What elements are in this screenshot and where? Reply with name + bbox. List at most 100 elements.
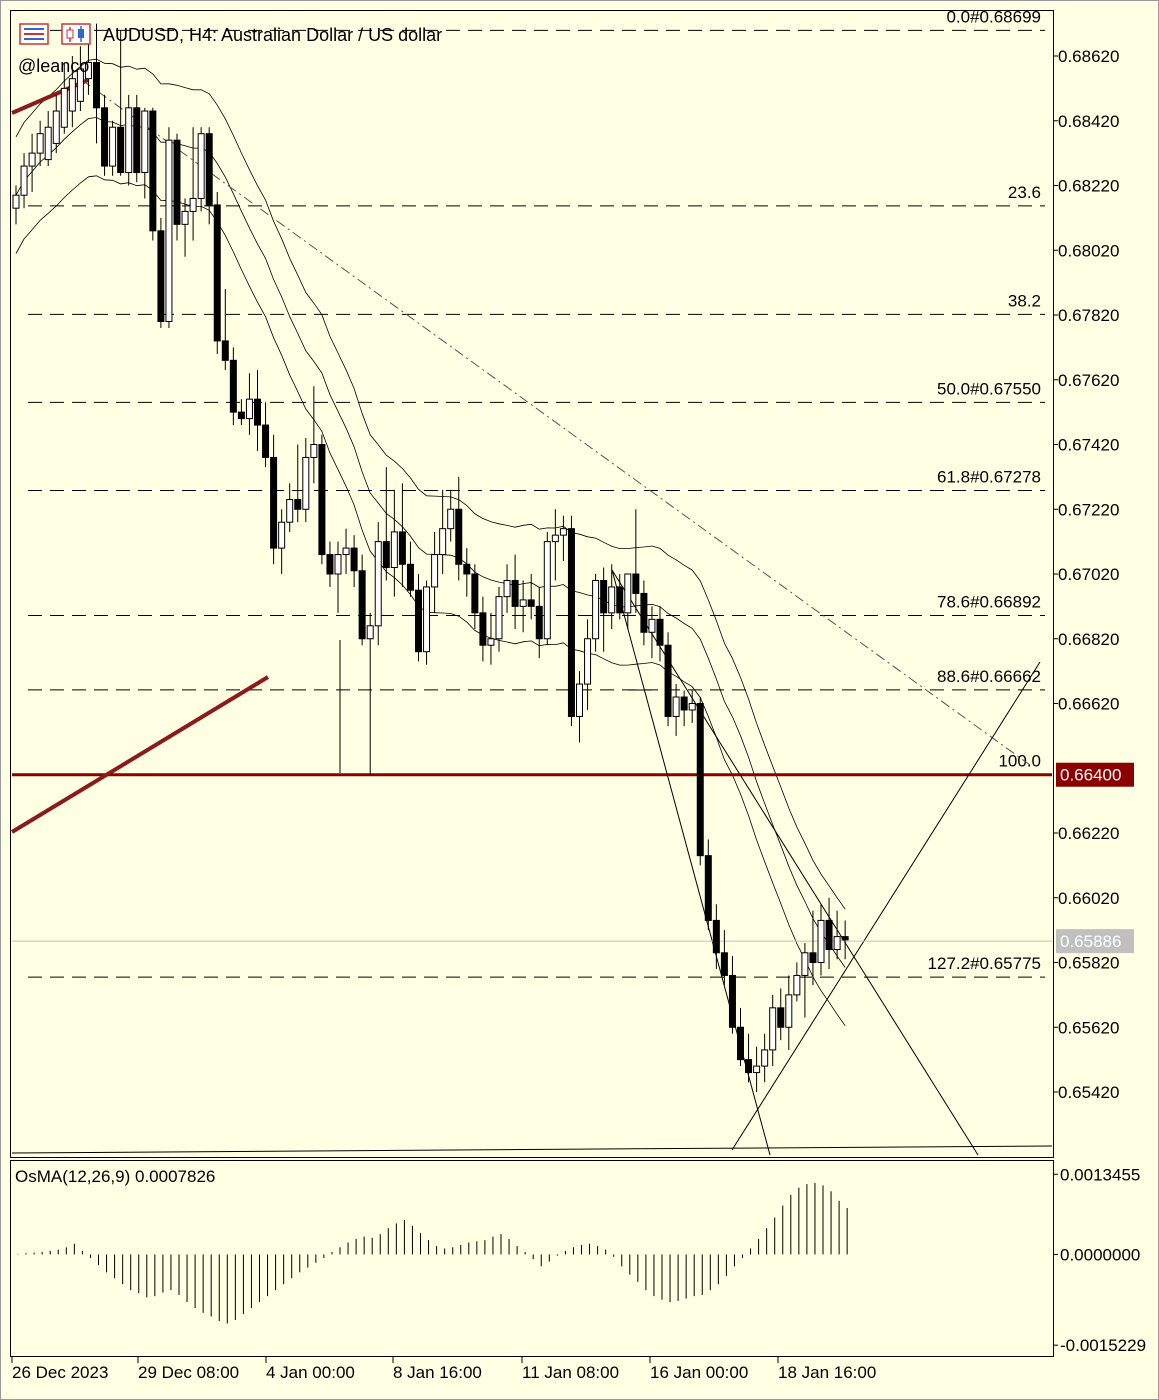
candle [447,489,455,542]
main-plot-frame [10,10,1054,1158]
current-price-badge [1056,929,1134,954]
candle-body-bull [753,1065,761,1074]
candle [125,94,133,186]
candle-body-bull [197,133,205,199]
candle [503,564,511,613]
candle-body-bear [101,107,109,167]
candle [640,580,648,646]
candle [221,289,229,371]
candle-body-bear [157,230,165,322]
candle [696,697,704,866]
candle-body-bull [761,1049,769,1067]
candle-body-bear [728,974,736,1028]
fib-label: 61.8#0.67278 [937,467,1041,486]
candle [624,573,632,630]
descending-trendline[interactable] [81,79,1031,766]
candle [423,580,431,665]
candle-body-bull [334,554,342,575]
candle [237,399,245,426]
candle [318,434,326,565]
candle [431,531,439,613]
candle [205,127,213,225]
candle-body-bear [704,855,712,921]
candle [801,943,809,1018]
candle-body-bear [471,573,479,614]
candle-body-bull [551,534,559,543]
candle-body-bear [262,424,270,458]
candle [245,373,253,435]
y-tick-label: 0.68420 [1058,112,1119,131]
candle-body-bull [20,165,28,196]
candle-body-bear [737,1026,744,1061]
candle [793,962,801,1002]
candle-body-bull [423,586,431,653]
osma-histogram: 0.0013455 0.0000000 -0.0015229 [17,1165,1146,1355]
fib-level: 23.6 [28,183,1045,207]
candle-body-bull [608,586,616,614]
candle [567,515,575,727]
fib-level: 0.0#0.68699 [28,7,1045,31]
candle-body-bear [600,579,608,614]
candle [841,920,849,960]
drawn-line[interactable] [611,569,979,1156]
candle [817,904,825,976]
candle-body-bull [503,579,511,598]
drawn-line[interactable] [731,661,1041,1151]
fib-label: 127.2#0.65775 [928,954,1041,973]
candle-body-bull [576,683,583,717]
candle [785,975,793,1050]
candle [511,554,519,630]
y-tick-label: 0.67420 [1058,436,1119,455]
candle [213,191,221,354]
candle-body-bear [463,563,471,575]
fib-label: 88.6#0.66662 [937,667,1041,686]
candle [310,386,318,484]
osma-tick-label: 0.0000000 [1060,1245,1140,1264]
candle-body-bull [68,78,76,112]
candle [728,956,736,1034]
candle-body-bull [801,952,809,976]
candle-body-bull [76,68,84,102]
envelope-line [15,58,846,910]
candle [543,531,551,646]
fib-label: 38.2 [1008,291,1041,310]
candle [181,198,189,257]
candle [68,56,76,128]
y-tick-label: 0.67620 [1058,371,1119,390]
x-tick-label: 16 Jan 00:00 [650,1363,748,1382]
y-tick-label: 0.66820 [1058,630,1119,649]
candle [648,606,656,659]
candle-body-bear [616,586,624,614]
list-icon[interactable] [19,23,49,45]
candle [809,910,817,986]
candle [632,509,640,613]
x-tick-label: 29 Dec 08:00 [138,1363,239,1382]
candle-body-bull [648,618,656,633]
candle [342,528,350,574]
candle-body-bull [785,994,793,1028]
candle [302,438,310,523]
candle-body-bull [559,528,567,536]
candle [60,62,68,134]
candle-body-bull [189,197,197,212]
trendline-upper[interactable] [11,78,89,115]
osma-label: OsMA(12,26,9) 0.0007826 [15,1167,215,1186]
y-tick-label: 0.68620 [1058,47,1119,66]
current-price-label: 0.65886 [1060,932,1121,951]
candle-body-bear [777,1007,785,1028]
trend-overlays [10,58,1053,1156]
candle [584,619,592,710]
trendline-lower[interactable] [10,675,270,834]
candle-body-bull [487,638,495,646]
candle-body-bear [270,456,278,549]
candle-body-bear [415,589,422,653]
osma-tick-label: 0.0013455 [1060,1165,1140,1184]
candle [769,994,777,1067]
candlestick-icon[interactable] [61,23,91,45]
candle-body-bear [656,618,664,646]
candle-body-bull [817,919,825,963]
fib-label: 78.6#0.66892 [937,592,1041,611]
price-axis: 0.68620 0.68420 0.68220 0.68020 0.67820 0.676… [1053,47,1134,1102]
